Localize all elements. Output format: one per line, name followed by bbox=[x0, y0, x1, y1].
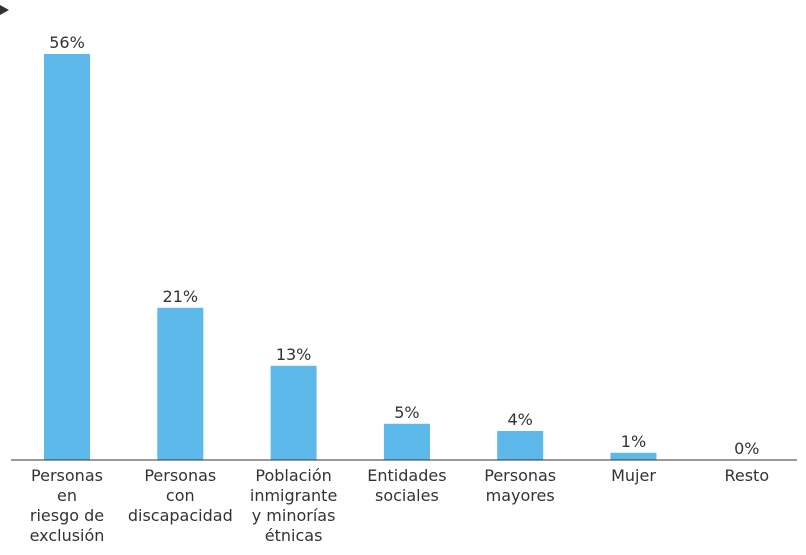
category-label-line: Personas bbox=[31, 466, 103, 485]
bar bbox=[497, 431, 544, 460]
category-label-line: riesgo de bbox=[30, 506, 104, 525]
category-label-line: sociales bbox=[375, 486, 439, 505]
category-label-line: con bbox=[166, 486, 195, 505]
category-label: Resto bbox=[724, 466, 769, 485]
category-label-line: Personas bbox=[144, 466, 216, 485]
bar bbox=[610, 452, 657, 461]
category-label-line: en bbox=[57, 486, 77, 505]
value-labels-group: 56% 21% 13% 5% 4% 1% 0% bbox=[49, 33, 759, 458]
category-label-line: discapacidad bbox=[128, 506, 233, 525]
category-label: Mujer bbox=[611, 466, 656, 485]
category-label-line: étnicas bbox=[265, 526, 323, 545]
category-label-line: exclusión bbox=[30, 526, 105, 545]
category-label: Personas con discapacidad bbox=[128, 466, 233, 525]
value-label: 4% bbox=[508, 410, 533, 429]
category-label-line: Población bbox=[255, 466, 331, 485]
category-label-line: Entidades bbox=[367, 466, 446, 485]
value-label: 13% bbox=[276, 345, 312, 364]
value-label: 56% bbox=[49, 33, 85, 52]
category-label: Entidades sociales bbox=[367, 466, 446, 505]
bar bbox=[44, 54, 90, 460]
value-label: 0% bbox=[734, 439, 759, 458]
value-label: 21% bbox=[163, 287, 199, 306]
category-label-line: y minorías bbox=[252, 506, 336, 525]
category-label: Población inmigrante y minorías étnicas bbox=[250, 466, 337, 545]
bars-group bbox=[44, 54, 657, 461]
category-label-line: mayores bbox=[486, 486, 555, 505]
category-label-line: inmigrante bbox=[250, 486, 337, 505]
bar bbox=[270, 365, 317, 461]
value-label: 1% bbox=[621, 432, 646, 451]
value-label: 5% bbox=[394, 403, 419, 422]
bar bbox=[383, 423, 430, 461]
corner-arrow-icon bbox=[0, 5, 9, 15]
category-label: Personas mayores bbox=[484, 466, 556, 505]
category-label-line: Mujer bbox=[611, 466, 656, 485]
bar bbox=[157, 307, 204, 461]
category-label-line: Resto bbox=[724, 466, 769, 485]
category-label: Personas en riesgo de exclusión bbox=[30, 466, 105, 545]
category-label-line: Personas bbox=[484, 466, 556, 485]
